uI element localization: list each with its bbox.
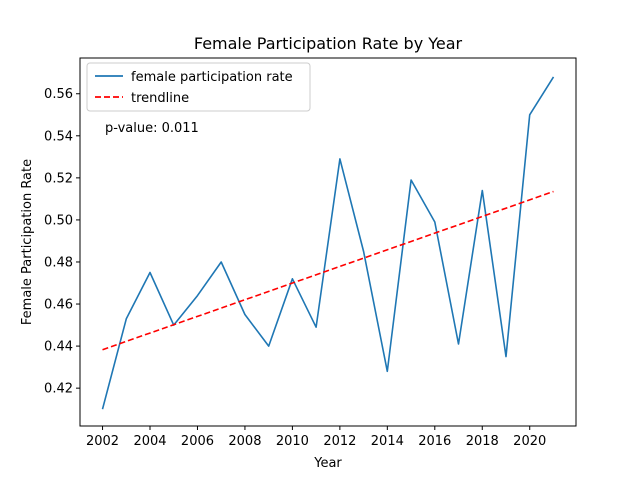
x-tick-label-2012: 2012 [323,434,356,449]
x-tick-label-2004: 2004 [133,434,166,449]
x-tick-label-2018: 2018 [466,434,499,449]
series-line-trendline [102,190,554,351]
y-tick-label-3: 0.48 [44,255,73,270]
y-tick-label-0: 0.42 [44,382,73,397]
y-tick-label-6: 0.54 [44,129,73,144]
y-tick-label-1: 0.44 [44,340,73,355]
y-tick-label-7: 0.56 [44,87,73,102]
x-tick-label-2016: 2016 [418,434,451,449]
x-tick-label-2008: 2008 [228,434,261,449]
plot-frame [79,57,577,427]
chart-title: Female Participation Rate by Year [194,34,463,53]
x-tick-label-2010: 2010 [276,434,309,449]
legend-frame [86,62,311,112]
x-tick-label-2002: 2002 [86,434,119,449]
plot-area: 2002 2004 2006 2008 2010 2012 2014 2016 2018 2020… [44,57,577,449]
x-axis-label: Year [313,456,342,471]
p-value-annotation: p-value: 0.011 [105,121,199,136]
y-axis-label: Female Participation Rate [20,159,35,325]
x-tick-label-2020: 2020 [513,434,546,449]
y-tick-label-4: 0.50 [44,213,73,228]
x-tick-label-2006: 2006 [181,434,214,449]
x-tick-label-2014: 2014 [371,434,404,449]
legend-label-trendline: trendline [131,91,189,106]
legend: female participation rate trendline [86,62,311,112]
y-tick-label-5: 0.52 [44,171,73,186]
legend-label-female-participation-rate: female participation rate [131,70,293,85]
y-tick-label-2: 0.46 [44,298,73,313]
series-line-female-participation-rate [101,76,555,410]
